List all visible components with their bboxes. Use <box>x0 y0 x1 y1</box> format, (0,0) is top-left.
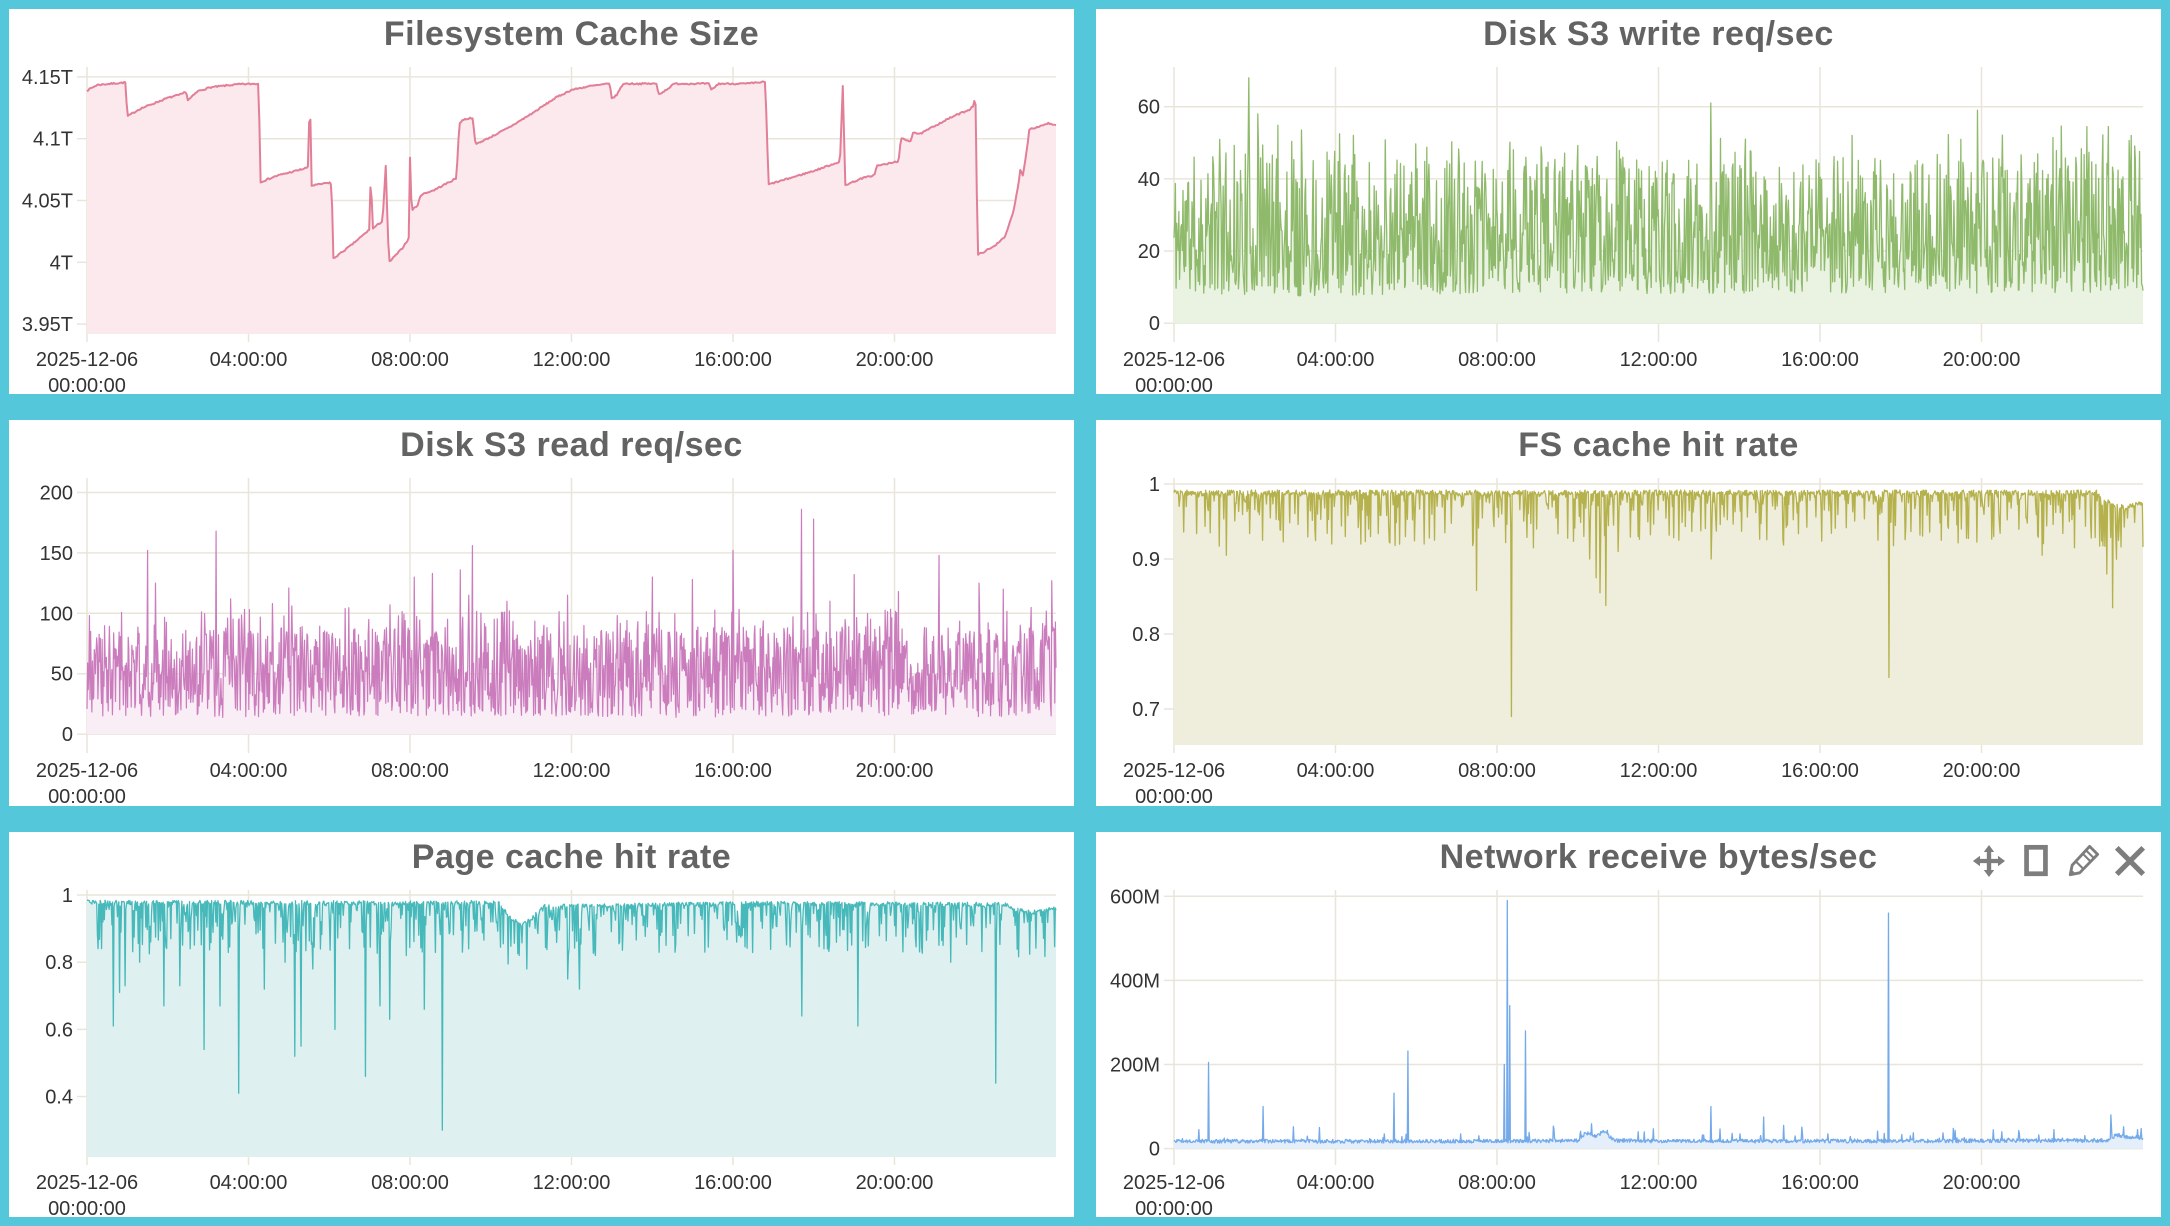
panel-page-cache-hit-rate: Page cache hit rate 2025-12-06 00:00:00 04… <box>9 831 1074 1217</box>
svg-text:4T: 4T <box>50 252 73 274</box>
chart-plot[interactable]: 2025-12-06 00:00:00 04:00:00 08:00:00 12:00:… <box>1096 420 2161 806</box>
svg-text:04:00:00: 04:00:00 <box>210 1172 288 1194</box>
svg-text:16:00:00: 16:00:00 <box>694 760 772 782</box>
svg-text:2025-12-06: 2025-12-06 <box>1123 760 1225 782</box>
svg-text:00:00:00: 00:00:00 <box>48 375 126 394</box>
svg-text:12:00:00: 12:00:00 <box>533 349 611 371</box>
panel-network-receive-bytes: Network receive bytes/sec 2025-12-06 00:0… <box>1096 831 2161 1217</box>
svg-text:1: 1 <box>1149 474 1160 496</box>
chart-plot[interactable]: 2025-12-06 00:00:00 04:00:00 08:00:00 12:00:… <box>1096 832 2161 1217</box>
svg-text:4.1T: 4.1T <box>33 129 73 151</box>
svg-text:16:00:00: 16:00:00 <box>694 349 772 371</box>
svg-text:50: 50 <box>51 664 73 686</box>
svg-text:20:00:00: 20:00:00 <box>856 349 934 371</box>
svg-text:20:00:00: 20:00:00 <box>1943 349 2021 371</box>
chart-title: Disk S3 write req/sec <box>1483 15 1834 53</box>
svg-text:00:00:00: 00:00:00 <box>1135 786 1213 805</box>
svg-text:4.15T: 4.15T <box>22 67 73 89</box>
svg-text:08:00:00: 08:00:00 <box>371 349 449 371</box>
chart-network-receive-bytes-canvas[interactable]: 2025-12-06 00:00:00 04:00:00 08:00:00 12:00:… <box>1096 832 2161 1217</box>
svg-text:00:00:00: 00:00:00 <box>1135 1198 1213 1217</box>
chart-plot[interactable]: 2025-12-06 00:00:00 04:00:00 08:00:00 12:00:… <box>9 420 1074 806</box>
svg-text:04:00:00: 04:00:00 <box>210 349 288 371</box>
pan-icon[interactable] <box>1972 844 2006 878</box>
svg-text:04:00:00: 04:00:00 <box>1297 760 1375 782</box>
svg-text:08:00:00: 08:00:00 <box>1458 349 1536 371</box>
svg-text:12:00:00: 12:00:00 <box>1620 1172 1698 1194</box>
svg-text:2025-12-06: 2025-12-06 <box>1123 349 1225 371</box>
svg-text:20:00:00: 20:00:00 <box>856 760 934 782</box>
svg-text:08:00:00: 08:00:00 <box>371 760 449 782</box>
svg-text:20: 20 <box>1138 241 1160 263</box>
chart-plot[interactable]: 2025-12-06 00:00:00 04:00:00 08:00:00 12:00:… <box>9 9 1074 394</box>
svg-text:4.05T: 4.05T <box>22 191 73 213</box>
chart-title: Network receive bytes/sec <box>1439 837 1878 876</box>
panel-disk-s3-write: Disk S3 write req/sec 2025-12-06 00:00:00… <box>1096 9 2161 395</box>
svg-text:600M: 600M <box>1110 886 1160 908</box>
zoom-box-icon[interactable] <box>2019 844 2053 878</box>
svg-text:3.95T: 3.95T <box>22 314 73 336</box>
chart-fs-cache-hit-rate-canvas[interactable]: 2025-12-06 00:00:00 04:00:00 08:00:00 12:00:… <box>1096 420 2161 806</box>
svg-text:150: 150 <box>40 543 73 565</box>
svg-text:400M: 400M <box>1110 970 1160 992</box>
chart-filesystem-cache-size-canvas[interactable]: 2025-12-06 00:00:00 04:00:00 08:00:00 12:00:… <box>9 9 1074 394</box>
chart-page-cache-hit-rate-canvas[interactable]: 2025-12-06 00:00:00 04:00:00 08:00:00 12:00:… <box>9 832 1074 1217</box>
chart-title: Page cache hit rate <box>411 837 732 876</box>
svg-text:12:00:00: 12:00:00 <box>533 1172 611 1194</box>
chart-toolbar <box>1972 844 2147 878</box>
svg-text:2025-12-06: 2025-12-06 <box>36 349 138 371</box>
svg-text:00:00:00: 00:00:00 <box>48 1198 126 1217</box>
svg-text:0.6: 0.6 <box>45 1019 73 1041</box>
chart-title: FS cache hit rate <box>1518 426 1799 465</box>
panel-filesystem-cache-size: Filesystem Cache Size 2025-12-06 00:00:00… <box>9 9 1074 395</box>
svg-text:1: 1 <box>62 885 73 907</box>
svg-text:0: 0 <box>1149 1138 1160 1160</box>
svg-text:12:00:00: 12:00:00 <box>533 760 611 782</box>
svg-text:200: 200 <box>40 483 73 505</box>
close-icon[interactable] <box>2113 844 2147 878</box>
svg-text:16:00:00: 16:00:00 <box>694 1172 772 1194</box>
chart-title: Disk S3 read req/sec <box>400 426 743 465</box>
svg-text:04:00:00: 04:00:00 <box>1297 1172 1375 1194</box>
svg-text:08:00:00: 08:00:00 <box>371 1172 449 1194</box>
svg-text:12:00:00: 12:00:00 <box>1620 349 1698 371</box>
chart-plot[interactable]: 2025-12-06 00:00:00 04:00:00 08:00:00 12:00:… <box>1096 9 2161 394</box>
panel-disk-s3-read: Disk S3 read req/sec 2025-12-06 00:00:00 0… <box>9 420 1074 806</box>
svg-text:12:00:00: 12:00:00 <box>1620 760 1698 782</box>
svg-text:2025-12-06: 2025-12-06 <box>1123 1172 1225 1194</box>
svg-text:20:00:00: 20:00:00 <box>1943 760 2021 782</box>
svg-text:20:00:00: 20:00:00 <box>856 1172 934 1194</box>
chart-disk-s3-write-canvas[interactable]: 2025-12-06 00:00:00 04:00:00 08:00:00 12:00:… <box>1096 9 2161 394</box>
svg-text:0: 0 <box>1149 313 1160 335</box>
svg-text:2025-12-06: 2025-12-06 <box>36 1172 138 1194</box>
svg-text:00:00:00: 00:00:00 <box>1135 375 1213 394</box>
svg-text:00:00:00: 00:00:00 <box>48 786 126 805</box>
svg-text:16:00:00: 16:00:00 <box>1781 349 1859 371</box>
svg-text:20:00:00: 20:00:00 <box>1943 1172 2021 1194</box>
svg-text:0.8: 0.8 <box>1132 624 1160 646</box>
chart-plot[interactable]: 2025-12-06 00:00:00 04:00:00 08:00:00 12:00:… <box>9 832 1074 1217</box>
svg-text:0.4: 0.4 <box>45 1086 73 1108</box>
panel-fs-cache-hit-rate: FS cache hit rate 2025-12-06 00:00:00 04:0… <box>1096 420 2161 806</box>
svg-text:2025-12-06: 2025-12-06 <box>36 760 138 782</box>
svg-text:0.9: 0.9 <box>1132 549 1160 571</box>
svg-text:08:00:00: 08:00:00 <box>1458 760 1536 782</box>
svg-text:0.8: 0.8 <box>45 952 73 974</box>
chart-disk-s3-read-canvas[interactable]: 2025-12-06 00:00:00 04:00:00 08:00:00 12:00:… <box>9 420 1074 806</box>
svg-text:0: 0 <box>62 724 73 746</box>
svg-text:100: 100 <box>40 604 73 626</box>
svg-text:08:00:00: 08:00:00 <box>1458 1172 1536 1194</box>
pencil-icon[interactable] <box>2066 844 2100 878</box>
svg-text:04:00:00: 04:00:00 <box>210 760 288 782</box>
svg-text:16:00:00: 16:00:00 <box>1781 760 1859 782</box>
svg-text:40: 40 <box>1138 169 1160 191</box>
svg-text:60: 60 <box>1138 97 1160 119</box>
svg-text:200M: 200M <box>1110 1054 1160 1076</box>
svg-text:16:00:00: 16:00:00 <box>1781 1172 1859 1194</box>
chart-title: Filesystem Cache Size <box>383 15 760 53</box>
svg-text:0.7: 0.7 <box>1132 699 1160 721</box>
svg-text:04:00:00: 04:00:00 <box>1297 349 1375 371</box>
